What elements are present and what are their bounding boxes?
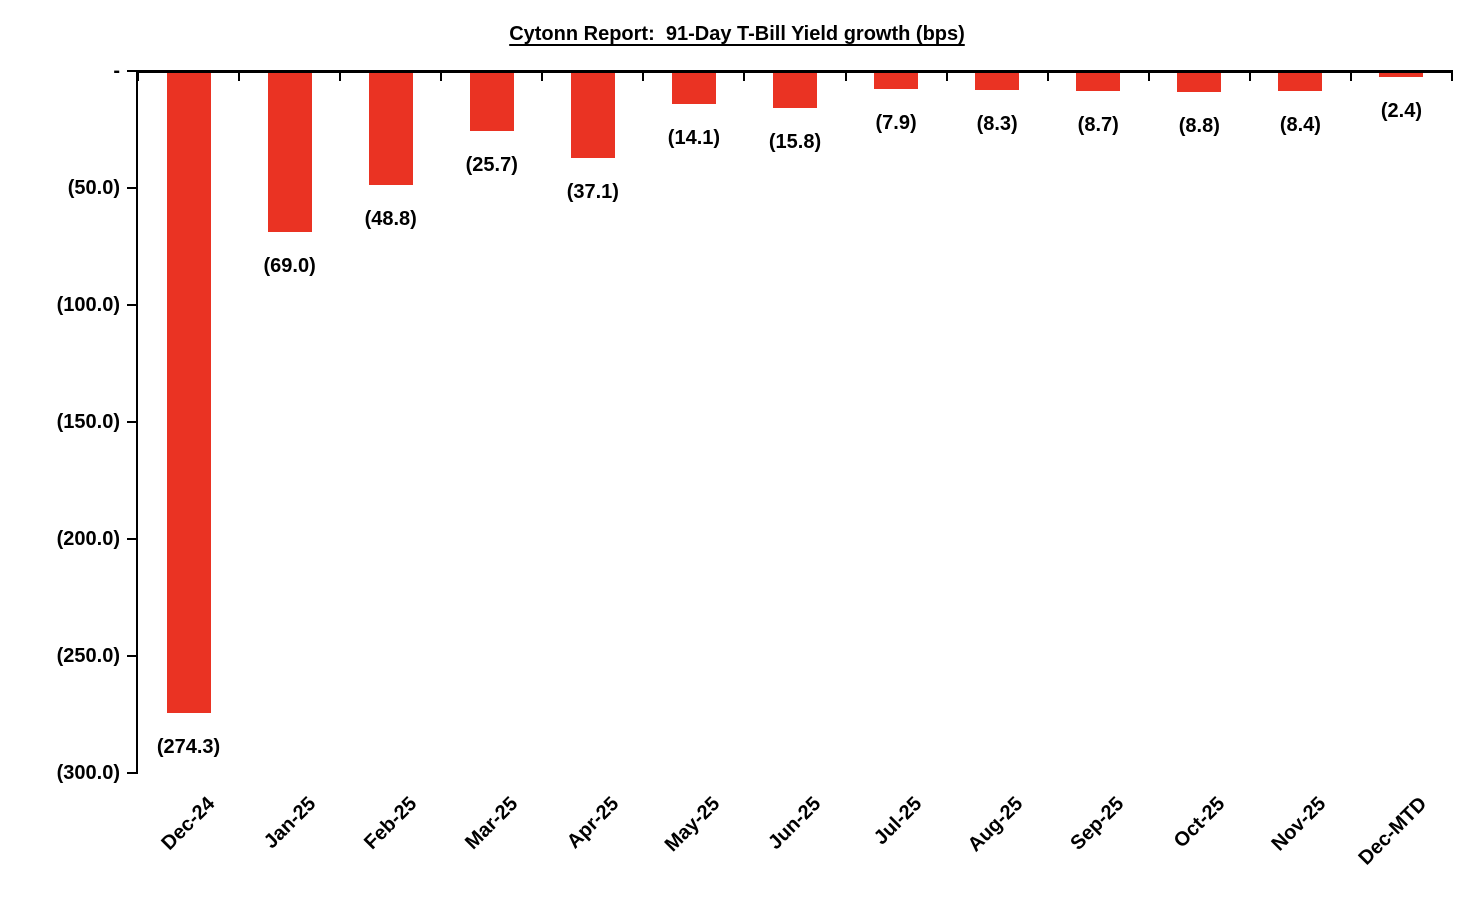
y-axis-tick xyxy=(127,538,137,540)
x-axis-tick xyxy=(1451,70,1453,81)
x-axis-tick xyxy=(1147,70,1150,81)
x-axis-tick xyxy=(238,70,241,81)
x-axis-tick xyxy=(743,70,746,81)
y-axis-tick-label: - xyxy=(113,60,120,82)
y-axis-tick xyxy=(127,70,137,72)
x-axis-tick xyxy=(945,70,948,81)
x-axis-tick xyxy=(339,70,342,81)
y-axis-tick xyxy=(127,304,137,306)
bar-value-label: (25.7) xyxy=(465,154,518,177)
bar-apr-25 xyxy=(570,71,615,158)
bar-value-label: (15.8) xyxy=(768,130,822,153)
bar-dec-mtd xyxy=(1379,71,1424,77)
y-axis-tick-label: (300.0) xyxy=(56,762,120,784)
bar-value-label: (7.9) xyxy=(875,112,917,135)
x-axis-tick xyxy=(440,70,443,81)
bar-nov-25 xyxy=(1278,71,1323,91)
bar-may-25 xyxy=(671,71,716,104)
bar-sep-25 xyxy=(1076,71,1121,92)
y-axis-line xyxy=(136,70,138,774)
bar-value-label: (2.4) xyxy=(1380,99,1423,122)
y-axis-tick-label: (250.0) xyxy=(56,645,120,667)
x-axis-tick xyxy=(541,70,544,81)
bar-value-label: (274.3) xyxy=(156,735,221,758)
y-axis-tick xyxy=(127,772,137,774)
x-axis-tick xyxy=(844,70,847,81)
bar-value-label: (8.4) xyxy=(1279,113,1321,136)
chart-title: Cytonn Report: 91-Day T-Bill Yield growt… xyxy=(509,23,965,45)
x-axis-tick xyxy=(137,70,139,81)
y-axis-tick-label: (200.0) xyxy=(56,528,120,550)
y-axis-tick-label: (150.0) xyxy=(56,411,120,433)
x-axis-tick xyxy=(1349,70,1352,81)
y-axis-tick xyxy=(127,187,137,189)
bar-aug-25 xyxy=(975,71,1020,91)
x-axis-zero-line xyxy=(138,70,1452,73)
x-axis-tick xyxy=(642,70,645,81)
bar-value-label: (8.7) xyxy=(1077,114,1119,137)
y-axis-tick xyxy=(127,421,137,423)
bar-dec-24 xyxy=(166,71,211,713)
bar-value-label: (8.3) xyxy=(976,113,1018,136)
bar-jun-25 xyxy=(773,71,817,108)
bar-value-label: (48.8) xyxy=(364,208,417,231)
bar-jan-25 xyxy=(267,71,312,233)
y-axis-tick-label: (100.0) xyxy=(56,294,120,316)
x-axis-tick xyxy=(1046,70,1049,81)
x-axis-category-label: Dec-24 xyxy=(156,792,219,855)
y-axis-tick-label: (50.0) xyxy=(67,177,120,199)
bar-value-label: (69.0) xyxy=(263,255,316,278)
bar-value-label: (8.8) xyxy=(1178,114,1220,137)
bar-jul-25 xyxy=(874,71,919,90)
y-axis-tick xyxy=(127,655,137,657)
x-axis-tick xyxy=(1248,70,1251,81)
bar-mar-25 xyxy=(469,71,514,132)
bar-value-label: (37.1) xyxy=(566,180,619,203)
bar-value-label: (14.1) xyxy=(667,126,721,149)
bar-feb-25 xyxy=(368,71,413,186)
bar-oct-25 xyxy=(1177,71,1222,92)
